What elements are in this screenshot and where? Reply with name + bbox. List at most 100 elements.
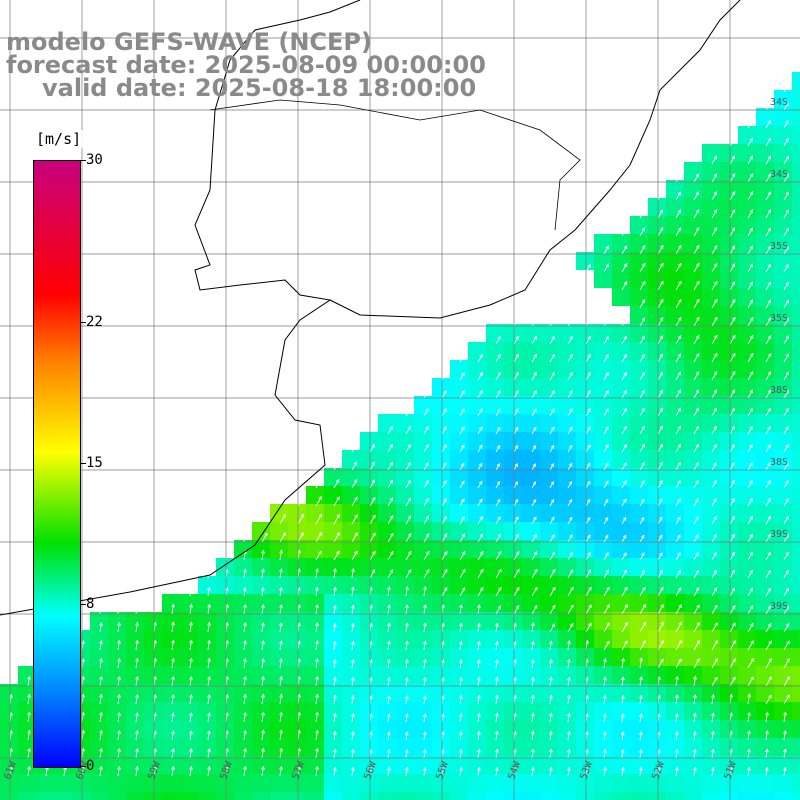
wind-cell [18,702,36,720]
wind-arrow [261,604,264,615]
wind-arrow-head [711,730,715,735]
wind-cell [396,432,414,450]
wind-cell [702,540,720,558]
wind-cell [774,324,792,342]
wind-arrow-head [714,658,718,662]
wind-cell [666,486,684,504]
wind-arrow-head [605,353,609,358]
wind-cell [432,540,450,558]
wind-cell [774,504,792,522]
wind-arrow [765,676,772,687]
colorbar-tick-mark [80,604,86,606]
wind-cell [432,684,450,702]
wind-arrow-head [731,155,736,160]
wind-cell [738,342,756,360]
wind-arrow [513,605,520,615]
wind-cell [450,630,468,648]
wind-cell [234,702,252,720]
wind-arrow [117,694,120,705]
wind-arrow-head [389,425,393,430]
wind-cell [252,576,270,594]
wind-arrow [711,191,718,201]
wind-arrow-head [495,712,499,717]
wind-cell [720,630,738,648]
wind-cell [774,558,792,576]
wind-cell [702,594,720,612]
wind-arrow-head [135,693,139,698]
wind-arrow-head [624,621,628,626]
wind-arrow [711,480,717,489]
wind-arrow [135,676,138,687]
wind-cell [792,684,800,702]
wind-arrow [693,462,699,471]
wind-arrow [171,766,174,777]
wind-arrow [297,496,304,507]
wind-arrow-head [496,444,501,449]
wind-arrow-head [423,731,427,736]
wind-cell [450,684,468,702]
wind-arrow-head [477,712,481,717]
wind-arrow-head [207,568,211,573]
wind-arrow-head [675,748,679,753]
wind-arrow-head [423,713,427,718]
wind-arrow [783,444,789,453]
wind-cell [342,576,360,594]
wind-arrow-head [767,407,771,412]
wind-arrow [747,694,750,705]
wind-arrow [441,587,448,597]
wind-arrow [333,514,340,525]
wind-arrow-head [407,479,411,484]
wind-cell [684,756,702,774]
wind-arrow [441,533,448,543]
wind-arrow [135,730,138,741]
wind-arrow [783,102,789,111]
wind-arrow [711,426,717,435]
wind-arrow [495,551,502,561]
wind-cell [648,288,666,306]
wind-cell [612,468,630,486]
wind-arrow [531,641,534,651]
wind-arrow [639,640,646,651]
wind-arrow-head [623,480,627,485]
wind-cell [126,612,144,630]
wind-arrow-head [189,694,193,698]
wind-cell [702,630,720,648]
wind-arrow [621,245,628,255]
wind-arrow [729,587,735,597]
wind-cell [90,774,108,792]
wind-cell [252,630,270,648]
wind-arrow-head [516,568,520,573]
wind-cell [396,522,414,540]
wind-arrow [765,570,771,579]
wind-cell [540,432,558,450]
wind-arrow-head [713,262,718,267]
wind-arrow-head [696,298,700,303]
wind-arrow [747,389,753,399]
wind-cell [612,378,630,396]
wind-arrow-head [621,694,625,699]
wind-cell [522,486,540,504]
wind-cell [504,342,522,360]
wind-arrow [747,335,754,345]
wind-arrow-head [713,173,718,178]
wind-cell [774,180,792,198]
wind-arrow-head [405,695,409,700]
wind-arrow-head [713,461,717,466]
wind-arrow [171,658,174,669]
wind-cell [252,720,270,738]
wind-arrow [243,748,246,759]
wind-cell [774,396,792,414]
wind-arrow-head [696,280,700,285]
wind-cell [144,648,162,666]
wind-cell [576,594,594,612]
wind-cell [630,414,648,432]
wind-arrow [315,748,318,759]
wind-arrow-head [515,605,520,609]
wind-arrow [765,120,771,129]
wind-arrow-head [315,675,319,680]
wind-cell [558,396,576,414]
wind-arrow [621,604,628,615]
wind-cell [648,738,666,756]
wind-arrow [567,336,573,345]
wind-cell [720,612,738,630]
